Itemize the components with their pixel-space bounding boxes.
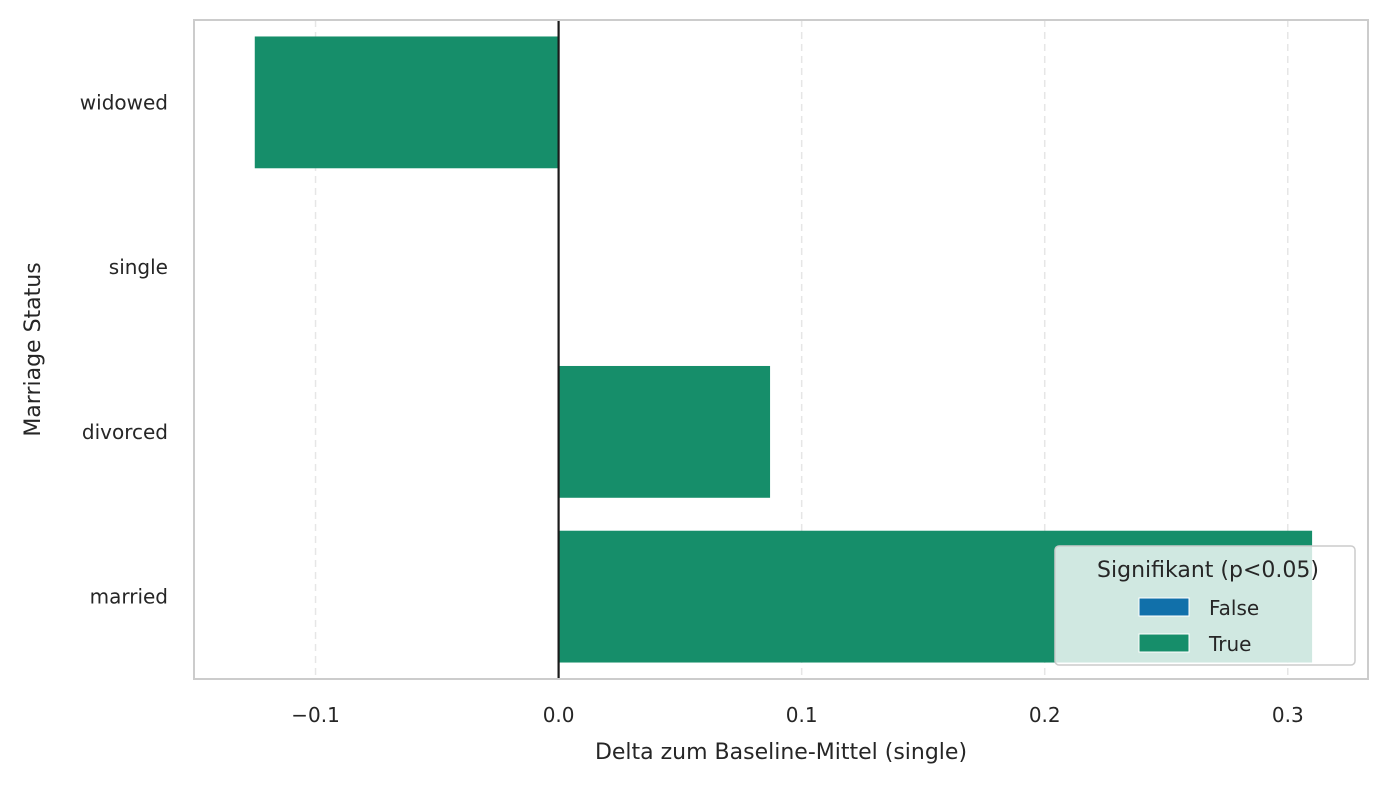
bar-widowed xyxy=(254,36,559,169)
y-category-labels: widowed single divorced married xyxy=(80,90,168,608)
legend-title: Signifikant (p<0.05) xyxy=(1097,558,1319,583)
y-category-label-married: married xyxy=(90,585,168,609)
x-axis-label: Delta zum Baseline-Mittel (single) xyxy=(595,740,967,765)
y-category-label-widowed: widowed xyxy=(80,90,168,114)
x-tick-label: 0.0 xyxy=(543,703,575,727)
plot-frame xyxy=(193,19,1369,680)
legend-swatch-true xyxy=(1138,633,1190,653)
legend-entries: False True xyxy=(1138,596,1259,656)
legend-swatch-false xyxy=(1138,597,1190,617)
legend-label-true: True xyxy=(1208,632,1251,656)
y-axis-label: Marriage Status xyxy=(21,262,46,436)
x-tick-label: −0.1 xyxy=(291,703,340,727)
legend-box xyxy=(1054,545,1356,666)
bar-divorced xyxy=(558,365,771,498)
y-category-label-single: single xyxy=(109,255,168,279)
legend-label-false: False xyxy=(1209,596,1259,620)
x-tick-label: 0.3 xyxy=(1272,703,1304,727)
x-tick-label: 0.1 xyxy=(786,703,818,727)
legend: Signifikant (p<0.05) False True xyxy=(1054,545,1356,666)
x-tick-label: 0.2 xyxy=(1029,703,1061,727)
y-category-label-divorced: divorced xyxy=(82,420,168,444)
x-tick-labels: −0.1 0.0 0.1 0.2 0.3 xyxy=(291,703,1303,727)
